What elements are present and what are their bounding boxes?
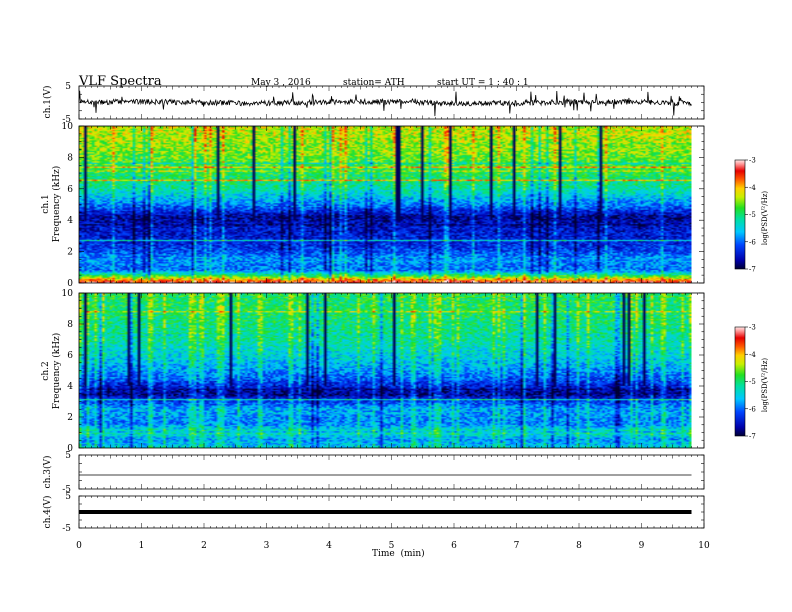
x-tick-label: 1 (139, 541, 145, 551)
colorbar-tick-label: -4 (749, 184, 756, 192)
y-tick-label: 5 (65, 451, 71, 461)
ch2-spectrogram-heatmap (79, 293, 692, 448)
x-tick-label: 6 (451, 541, 457, 551)
x-tick-label: 10 (698, 541, 710, 551)
figure-title: VLF Spectra (79, 74, 162, 89)
colorbar (734, 326, 746, 437)
date-label: May 3 , 2016 (251, 78, 311, 88)
colorbar-tick-label: -5 (749, 211, 756, 219)
y-tick-label: 0 (67, 279, 73, 289)
y-tick-label: 2 (67, 248, 73, 258)
panel-frame (78, 454, 705, 490)
colorbar (734, 159, 746, 270)
panel-frame (78, 495, 705, 529)
y-tick-label: 0 (67, 444, 73, 454)
y-tick-label: 8 (67, 320, 73, 330)
colorbar-tick-label: -3 (749, 157, 756, 165)
colorbar-tick-label: -4 (749, 351, 756, 359)
y-tick-label: -5 (62, 485, 71, 495)
ch1-waveform-line (78, 90, 692, 117)
y-tick-label: -5 (62, 115, 71, 125)
x-tick-label: 8 (576, 541, 582, 551)
ch1-waveform-ylabel: ch.1(V) (43, 85, 53, 119)
ch1-spectrogram-ylabel: ch.1 Frequency (kHz) (41, 165, 62, 243)
panel-frame (78, 85, 705, 120)
y-tick-label: 4 (67, 382, 73, 392)
y-tick-label: 4 (67, 216, 73, 226)
x-tick-label: 9 (639, 541, 645, 551)
x-tick-label: 2 (201, 541, 207, 551)
x-tick-label: 7 (514, 541, 520, 551)
y-tick-label: 6 (67, 351, 73, 361)
colorbar-tick-label: -6 (749, 238, 756, 246)
ch3-waveform-ylabel: ch.3(V) (43, 455, 53, 489)
station-label: station= ATH (343, 78, 405, 88)
x-tick-label: 5 (389, 541, 395, 551)
start-time-label: start UT = 1 : 40 : 1 (437, 78, 529, 88)
y-tick-label: 10 (62, 122, 74, 132)
colorbar-tick-label: -3 (749, 324, 756, 332)
y-tick-label: 5 (65, 82, 71, 92)
y-tick-label: 10 (62, 289, 74, 299)
x-tick-label: 3 (264, 541, 270, 551)
ch2-spectrogram-ylabel: ch.2 Frequency (kHz) (41, 332, 62, 410)
colorbar-tick-label: -7 (749, 266, 756, 274)
y-tick-label: 8 (67, 153, 73, 163)
y-tick-label: 5 (65, 492, 71, 502)
ch1-colorbar-label: log(PSD(V²/Hz) (761, 190, 769, 246)
x-tick-label: 0 (76, 541, 82, 551)
x-axis-label: Time (min) (372, 549, 425, 559)
x-tick-label: 4 (326, 541, 332, 551)
y-tick-label: -5 (62, 524, 71, 534)
panel-frame (78, 125, 705, 284)
ch4-waveform-ylabel: ch.4(V) (43, 495, 53, 529)
y-tick-label: 2 (67, 413, 73, 423)
y-tick-label: 6 (67, 185, 73, 195)
colorbar-tick-label: -5 (749, 378, 756, 386)
ch2-colorbar-label: log(PSD(V²/Hz) (761, 357, 769, 413)
colorbar-tick-label: -7 (749, 433, 756, 441)
colorbar-tick-label: -6 (749, 405, 756, 413)
panel-frame (78, 292, 705, 449)
ch1-spectrogram-heatmap (79, 126, 692, 283)
